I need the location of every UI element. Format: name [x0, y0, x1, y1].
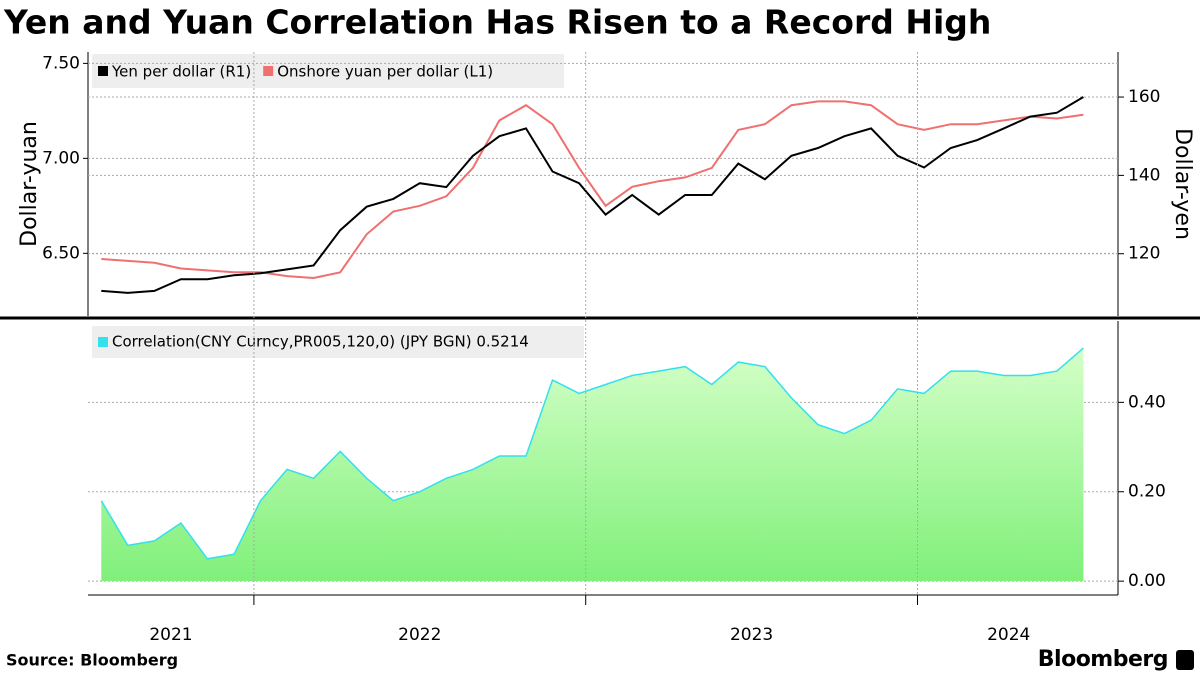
y-axis-label: Dollar-yuan	[17, 121, 42, 247]
series-line	[101, 96, 1084, 294]
source: Source: Bloomberg	[6, 651, 178, 670]
y-tick-label: 160	[1128, 87, 1160, 107]
y-tick-label: 0.20	[1128, 482, 1166, 502]
y-tick-label: 0.00	[1128, 571, 1166, 591]
brand: Bloomberg	[1038, 647, 1168, 672]
y-tick-label: 7.50	[42, 53, 80, 73]
legend-swatch	[98, 66, 108, 76]
x-tick-label: 2022	[398, 625, 441, 645]
y-tick-label: 140	[1128, 165, 1160, 185]
y-tick-label: 0.40	[1128, 392, 1166, 412]
x-tick-label: 2024	[987, 625, 1030, 645]
y2-axis-label: Dollar-yen	[1170, 128, 1195, 240]
x-tick-label: 2023	[730, 625, 773, 645]
series-line	[101, 100, 1084, 280]
chart-title: Yen and Yuan Correlation Has Risen to a …	[3, 3, 991, 42]
brand-icon	[1176, 650, 1194, 670]
area-line	[100, 347, 1084, 560]
x-tick-label: 2021	[149, 625, 192, 645]
legend-label: Yen per dollar (R1)	[111, 63, 251, 81]
legend-swatch	[98, 337, 108, 347]
y-tick-label: 120	[1128, 244, 1160, 264]
area-fill	[101, 348, 1084, 582]
legend-box	[92, 54, 564, 88]
legend-box	[92, 326, 584, 358]
legend-label: Onshore yuan per dollar (L1)	[277, 63, 493, 81]
y-tick-label: 6.50	[42, 243, 80, 263]
legend-label: Correlation(CNY Curncy,PR005,120,0) (JPY…	[112, 333, 529, 351]
y-tick-label: 7.00	[42, 148, 80, 168]
legend-swatch	[263, 66, 274, 76]
